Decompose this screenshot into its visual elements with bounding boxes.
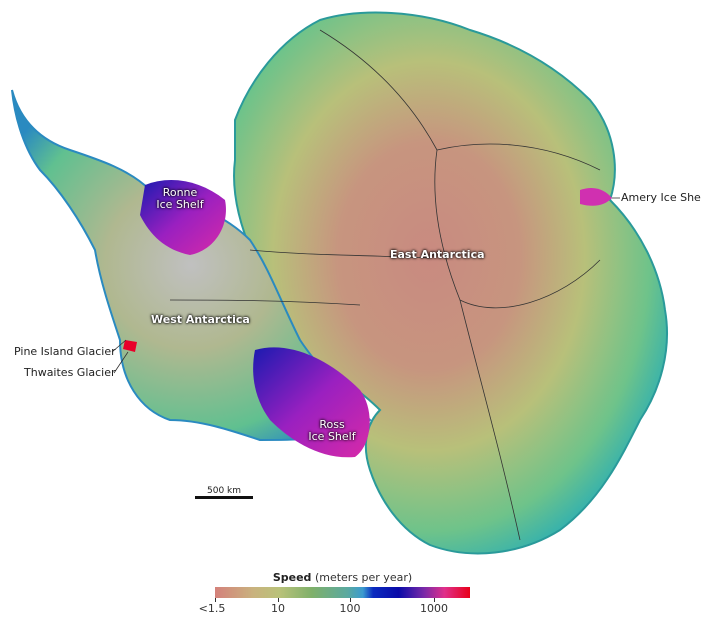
ronne-ice-shelf <box>140 180 226 255</box>
thwaites-leader <box>113 351 129 374</box>
ross-label-line1: Ross <box>319 418 345 431</box>
legend-unit: (meters per year) <box>314 571 413 584</box>
ross-ice-shelf <box>253 347 370 458</box>
legend-tick-label: 10 <box>271 602 285 615</box>
legend-tick <box>350 598 351 602</box>
legend-tick <box>434 598 435 602</box>
ronne-label-line1: Ronne <box>162 186 198 199</box>
amery-ice-shelf <box>580 187 612 206</box>
ronne-ice-shelf-label: Ronne Ice Shelf <box>150 187 210 211</box>
east-antarctica-label: East Antarctica <box>390 248 485 261</box>
east-antarctica-landmass <box>233 11 668 555</box>
legend-title-main: Speed <box>272 571 312 584</box>
ross-ice-shelf-label: Ross Ice Shelf <box>302 419 362 443</box>
ross-label-line2: Ice Shelf <box>308 430 356 443</box>
legend-title: Speed (meters per year) <box>215 571 470 584</box>
legend-color-bar <box>215 587 470 598</box>
scale-bar-label: 500 km <box>207 486 242 496</box>
scale-bar <box>195 496 253 499</box>
west-antarctica-label: West Antarctica <box>151 313 250 326</box>
thwaites-glacier-label: Thwaites Glacier <box>24 366 116 379</box>
amery-ice-shelf-label: Amery Ice Shelf <box>621 191 701 204</box>
legend-tick <box>215 598 216 602</box>
drainage-divides <box>169 29 601 541</box>
legend-tick <box>278 598 279 602</box>
legend-tick-label: 1000 <box>420 602 448 615</box>
pine-island-glacier-label: Pine Island Glacier <box>14 345 116 358</box>
legend-tick-label: <1.5 <box>198 602 226 615</box>
pine-island-leader <box>111 339 127 353</box>
ronne-label-line2: Ice Shelf <box>156 198 204 211</box>
pine-island-glacier-marker <box>123 340 137 352</box>
legend-tick-label: 100 <box>339 602 361 615</box>
